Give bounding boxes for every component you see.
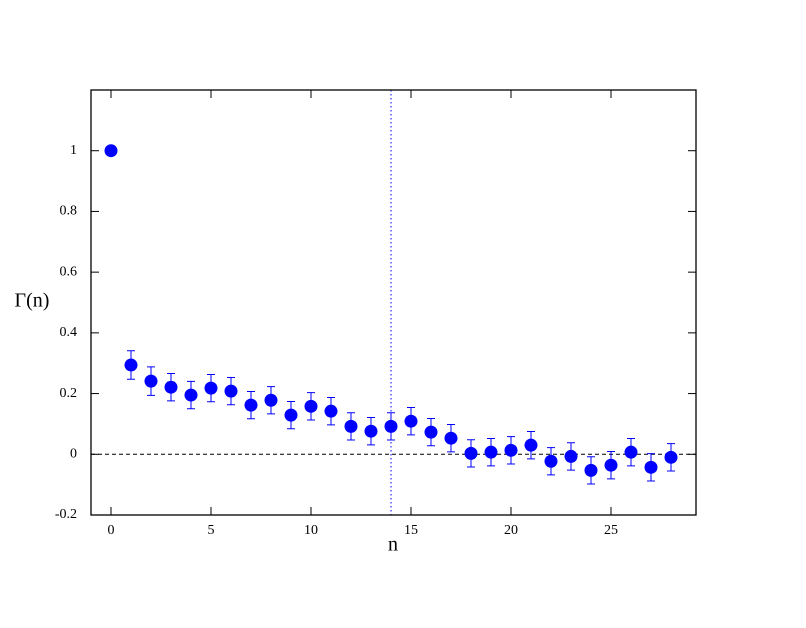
point <box>444 431 458 445</box>
point <box>664 450 678 464</box>
y-tick-label: 0 <box>70 447 77 462</box>
point <box>624 445 638 459</box>
point <box>264 393 278 407</box>
point <box>524 438 538 452</box>
point <box>604 458 618 472</box>
point <box>184 388 198 402</box>
y-tick-label: 0.8 <box>60 204 78 219</box>
point <box>124 358 138 372</box>
x-tick-label: 25 <box>604 523 618 538</box>
y-tick-label: -0.2 <box>55 507 77 522</box>
x-tick-label: 10 <box>304 523 318 538</box>
point <box>344 419 358 433</box>
x-tick-label: 5 <box>208 523 215 538</box>
point <box>584 463 598 477</box>
point <box>284 408 298 422</box>
point <box>104 144 118 158</box>
point <box>464 446 478 460</box>
point <box>544 454 558 468</box>
point <box>644 460 658 474</box>
x-tick-label: 15 <box>404 523 418 538</box>
point <box>244 398 258 412</box>
y-tick-label: 0.4 <box>60 325 78 340</box>
y-tick-label: 0.2 <box>60 386 78 401</box>
point <box>364 424 378 438</box>
point <box>424 425 438 439</box>
y-tick-label: 1 <box>70 143 77 158</box>
point <box>404 414 418 428</box>
point <box>204 381 218 395</box>
point <box>564 449 578 463</box>
x-tick-label: 0 <box>108 523 115 538</box>
x-tick-label: 20 <box>504 523 518 538</box>
point <box>164 380 178 394</box>
y-tick-label: 0.6 <box>60 264 78 279</box>
point <box>504 443 518 457</box>
point <box>304 399 318 413</box>
point <box>484 445 498 459</box>
y-axis-label: Γ(n) <box>15 290 50 312</box>
point <box>324 404 338 418</box>
plot-frame <box>90 89 697 516</box>
point <box>384 419 398 433</box>
point <box>144 374 158 388</box>
x-axis-label: n <box>388 534 398 556</box>
point <box>224 384 238 398</box>
